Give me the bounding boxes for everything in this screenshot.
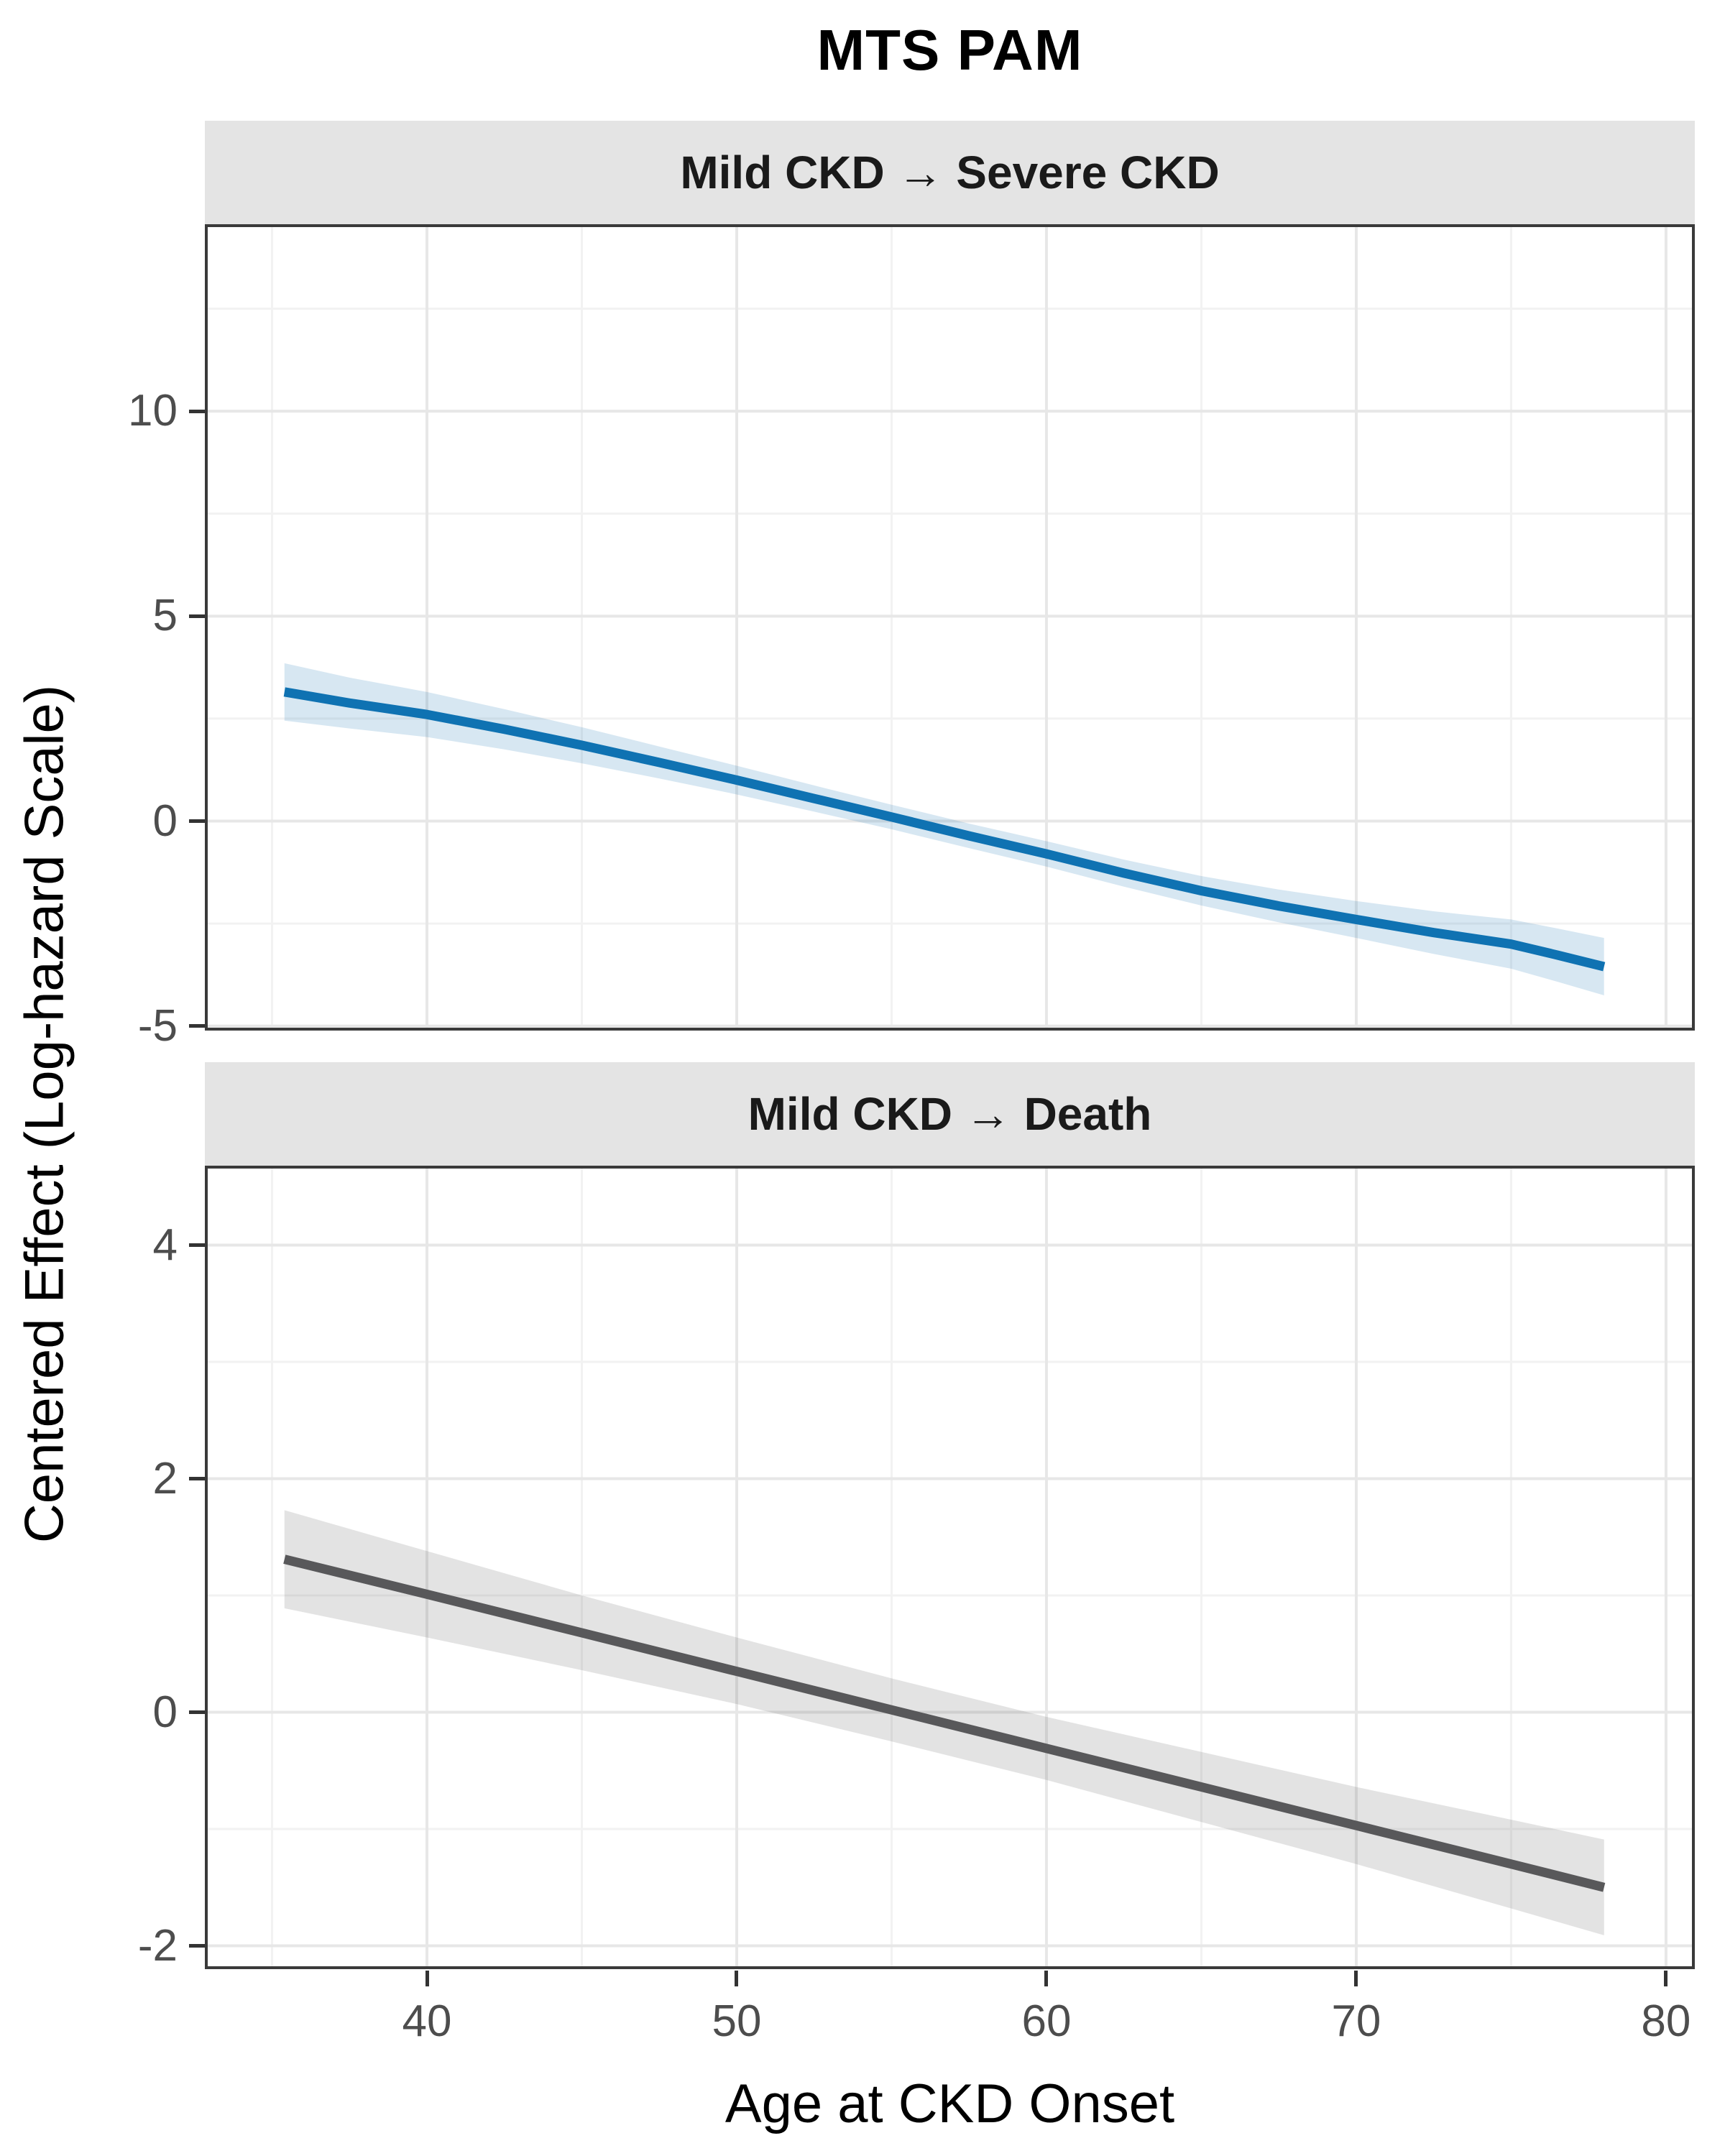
y-tick-mark-0 [189,1710,205,1714]
panel-border [205,1166,1695,1969]
panel-canvas [205,224,1695,1031]
x-tick-mark-70 [1354,1971,1358,1986]
y-tick-label: 5 [152,591,178,641]
facet-strip-severe-ckd: Mild CKD → Severe CKD [205,121,1695,224]
panel-border [205,224,1695,1031]
facet-strip-label: Mild CKD → Severe CKD [680,147,1220,198]
x-tick-mark-50 [735,1971,739,1986]
y-tick-mark-0 [189,819,205,824]
x-tick-mark-80 [1664,1971,1668,1986]
chart-title: MTS PAM [816,18,1083,82]
x-tick-label: 80 [1641,1996,1691,2046]
y-tick-mark-4 [189,1243,205,1247]
x-tick-mark-40 [425,1971,429,1986]
y-tick-label: 4 [152,1220,178,1270]
y-tick-mark--2 [189,1944,205,1948]
y-tick-label: 0 [152,796,178,846]
y-tick-label: -5 [137,1000,178,1051]
x-tick-label: 70 [1331,1996,1381,2046]
y-tick-label: 2 [152,1453,178,1503]
y-tick-mark--5 [189,1024,205,1028]
panel-canvas [205,1166,1695,1969]
x-tick-mark-60 [1044,1971,1049,1986]
x-tick-label: 60 [1021,1996,1072,2046]
y-tick-label: -2 [137,1920,178,1971]
x-tick-label: 40 [402,1996,452,2046]
facet-strip-death: Mild CKD → Death [205,1062,1695,1166]
trend-line [283,1554,1606,1892]
y-tick-mark-5 [189,614,205,618]
x-axis-label: Age at CKD Onset [724,2073,1175,2134]
y-tick-label: 0 [152,1687,178,1737]
x-tick-label: 50 [712,1996,762,2046]
y-tick-mark-2 [189,1477,205,1480]
y-tick-mark-10 [189,409,205,413]
panel-death [205,1166,1695,1969]
y-tick-label: 10 [128,386,178,436]
facet-strip-label: Mild CKD → Death [748,1088,1152,1140]
trend-line [283,687,1606,972]
panel-severe-ckd [205,224,1695,1031]
